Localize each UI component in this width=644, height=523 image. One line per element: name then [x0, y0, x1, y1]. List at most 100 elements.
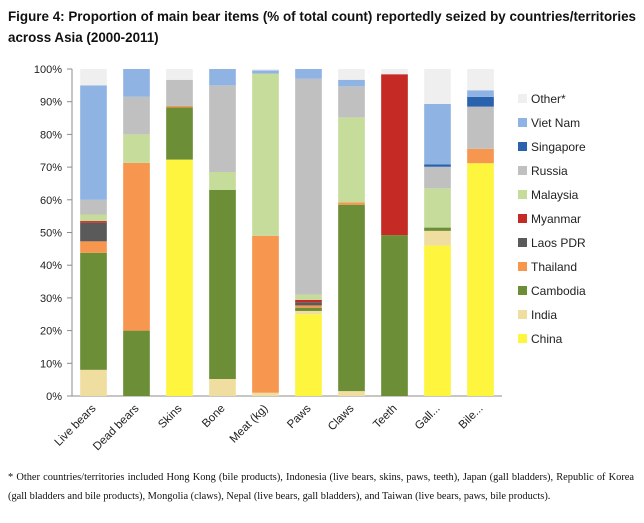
- bar-segment: [166, 79, 193, 106]
- legend-swatch: [518, 310, 527, 319]
- legend-item: India: [518, 308, 557, 322]
- legend: Other* Viet Nam Singapore Russia Malaysia Mya…: [518, 92, 586, 346]
- x-tick-label: Paws: [285, 402, 314, 431]
- bar-segment: [166, 107, 193, 160]
- y-tick-label: 100%: [34, 64, 62, 76]
- bar-segment: [424, 164, 451, 167]
- bar-segment: [381, 74, 408, 236]
- bar-segment: [295, 314, 322, 396]
- bar-segment: [338, 79, 365, 87]
- bar-segment: [467, 106, 494, 149]
- bar-segment: [252, 73, 279, 236]
- bar-segment: [80, 214, 107, 222]
- bar-stack: [424, 69, 451, 396]
- legend-swatch: [518, 118, 527, 127]
- legend-item: Other*: [518, 92, 566, 106]
- legend-item: Myanmar: [518, 212, 581, 226]
- legend-item: Malaysia: [518, 188, 579, 202]
- bar-segment: [295, 294, 322, 300]
- bar-segment: [80, 369, 107, 396]
- y-tick-label: 90%: [40, 97, 62, 109]
- bar-stack: [166, 69, 193, 396]
- legend-item: Viet Nam: [518, 116, 580, 130]
- bar-segment: [123, 96, 150, 135]
- legend-swatch: [518, 238, 527, 247]
- bar-stack: [338, 69, 365, 396]
- legend-label: Malaysia: [531, 188, 579, 202]
- y-tick-label: 30%: [40, 293, 62, 305]
- bar-segment: [209, 379, 236, 396]
- legend-item: China: [518, 332, 563, 346]
- bar-segment: [467, 163, 494, 396]
- bar-segment: [424, 230, 451, 246]
- bar-segment: [424, 245, 451, 396]
- legend-label: Viet Nam: [531, 116, 580, 130]
- bar-stack: [123, 69, 150, 396]
- bar-segment: [209, 189, 236, 379]
- bar-segment: [467, 148, 494, 164]
- bar-segment: [467, 90, 494, 97]
- bar-segment: [123, 330, 150, 396]
- legend-label: Thailand: [531, 260, 577, 274]
- legend-label: Myanmar: [531, 212, 581, 226]
- legend-item: Cambodia: [518, 284, 586, 298]
- bar-segment: [295, 307, 322, 311]
- bar-stack: [381, 69, 408, 396]
- bar-segment: [424, 166, 451, 189]
- bar-segment: [424, 188, 451, 228]
- y-tick-label: 0%: [46, 391, 62, 403]
- bar-segment: [209, 69, 236, 86]
- bar-segment: [295, 302, 322, 306]
- x-tick-label: Bile...: [457, 403, 486, 432]
- legend-label: Singapore: [531, 140, 586, 154]
- bar-segment: [209, 85, 236, 172]
- y-tick-label: 10%: [40, 358, 62, 370]
- bar-segment: [252, 69, 279, 71]
- y-tick-label: 70%: [40, 162, 62, 174]
- x-tick-label: Bone: [200, 403, 227, 430]
- bar-segment: [166, 69, 193, 80]
- bar-segment: [166, 105, 193, 108]
- legend-item: Laos PDR: [518, 236, 586, 250]
- stacked-bar-chart: 0% 10% 20% 30% 40% 50% 60% 70% 80% 90% 100% Live b…: [34, 64, 586, 453]
- legend-item: Singapore: [518, 140, 586, 154]
- bar-segment: [80, 85, 107, 200]
- footnote: * Other countries/territories included H…: [8, 472, 634, 502]
- legend-label: India: [531, 308, 557, 322]
- bar-stack: [295, 69, 322, 396]
- y-axis: 0% 10% 20% 30% 40% 50% 60% 70% 80% 90% 100%: [34, 64, 502, 403]
- y-tick-label: 40%: [40, 260, 62, 272]
- bar-segment: [424, 69, 451, 104]
- legend-item: Thailand: [518, 260, 577, 274]
- bar-segment: [123, 69, 150, 97]
- bar-stack: [80, 69, 107, 396]
- bar-segment: [381, 69, 408, 75]
- bar-segment: [338, 391, 365, 396]
- legend-label: China: [531, 332, 563, 346]
- bar-segment: [295, 305, 322, 308]
- bar-segment: [80, 69, 107, 86]
- bar-segment: [424, 103, 451, 165]
- bar-stack: [467, 69, 494, 396]
- x-tick-label: Meat (kg): [228, 403, 271, 446]
- bar-segment: [467, 69, 494, 91]
- bar-segment: [123, 162, 150, 331]
- legend-label: Cambodia: [531, 284, 586, 298]
- bar-segment: [80, 199, 107, 215]
- bar-segment: [80, 222, 107, 242]
- y-tick-label: 80%: [40, 129, 62, 141]
- bar-segment: [295, 299, 322, 303]
- legend-swatch: [518, 142, 527, 151]
- legend-swatch: [518, 286, 527, 295]
- bar-stack: [209, 69, 236, 396]
- bar-segment: [80, 241, 107, 253]
- x-tick-label: Dead bears: [91, 402, 142, 453]
- bars: [80, 69, 494, 396]
- bar-segment: [338, 204, 365, 392]
- bar-segment: [338, 202, 365, 205]
- legend-swatch: [518, 190, 527, 199]
- x-tick-label: Skins: [156, 402, 185, 431]
- x-tick-label: Teeth: [371, 403, 399, 431]
- x-tick-label: Claws: [326, 402, 357, 433]
